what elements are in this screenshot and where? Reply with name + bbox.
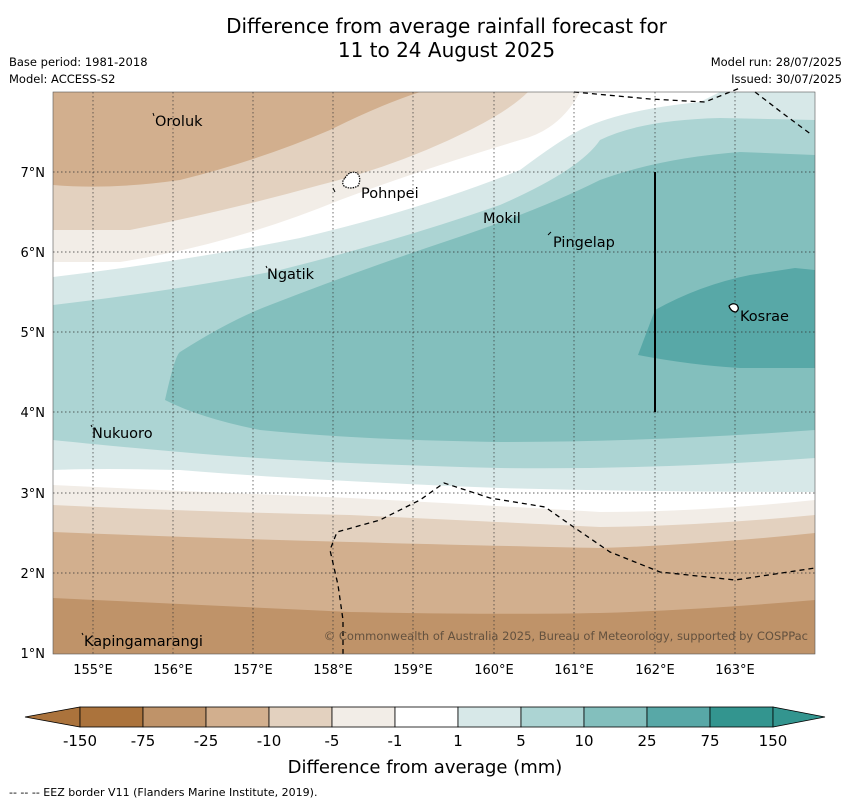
lon-tick-label: 157°E (233, 663, 273, 678)
lat-tick-label: 3°N (21, 487, 46, 502)
colorbar-segment (709, 706, 774, 728)
lat-axis: 7°N 6°N 5°N 4°N 3°N 2°N 1°N (21, 166, 46, 662)
chart-title: Difference from average rainfall forecas… (0, 14, 850, 62)
colorbar-tick-label: 5 (516, 732, 526, 750)
eez-borders (329, 87, 816, 654)
lon-tick-label: 156°E (153, 663, 193, 678)
colorbar-tick-label: -5 (325, 732, 340, 750)
contour-wet-high (638, 268, 815, 368)
colorbar-segment (331, 706, 396, 728)
contour-north-medium (53, 92, 420, 187)
contour-wet-medium (165, 152, 815, 442)
colorbar-segment (583, 706, 648, 728)
title-line-1: Difference from average rainfall forecas… (226, 14, 667, 38)
contour-south-dark (53, 598, 815, 654)
colorbar-arrow-left (24, 706, 81, 728)
gridlines (53, 92, 815, 654)
lat-tick-label: 1°N (21, 647, 46, 662)
colorbar-segment (520, 706, 585, 728)
lon-tick-label: 155°E (73, 663, 113, 678)
colorbar-tick-label: -150 (63, 732, 97, 750)
lon-axis: 155°E 156°E 157°E 158°E 159°E 160°E 161°… (73, 663, 755, 678)
lon-tick-label: 158°E (313, 663, 353, 678)
colorbar-segment (646, 706, 711, 728)
colorbar-tick-label: -75 (131, 732, 156, 750)
colorbar-ticks: -150 -75 -25 -10 -5 -1 1 5 10 25 75 150 (63, 732, 787, 750)
label-pohnpei: Pohnpei (361, 186, 419, 202)
lon-tick-label: 161°E (554, 663, 594, 678)
colorbar-segment (142, 706, 207, 728)
colorbar-tick-label: -1 (388, 732, 403, 750)
meta-right: Model run: 28/07/2025 Issued: 30/07/2025 (711, 54, 842, 88)
lat-tick-label: 5°N (21, 326, 46, 341)
copyright-text: © Commonwealth of Australia 2025, Bureau… (324, 629, 808, 643)
label-pingelap: Pingelap (553, 235, 615, 251)
lon-tick-label: 162°E (635, 663, 675, 678)
colorbar-segment (205, 706, 270, 728)
kosrae-island (728, 303, 739, 313)
lat-tick-label: 2°N (21, 567, 46, 582)
footer-legend: -- -- -- EEZ border V11 (Flanders Marine… (9, 786, 318, 799)
pohnpei-marker (332, 187, 336, 193)
colorbar-tick-label: -10 (257, 732, 282, 750)
meta-left: Base period: 1981-2018 Model: ACCESS-S2 (9, 54, 148, 88)
colorbar-segment (268, 706, 333, 728)
colorbar-tick-label: 75 (700, 732, 719, 750)
colorbar-tick-label: -25 (194, 732, 219, 750)
label-kapingamarangi: Kapingamarangi (84, 634, 203, 650)
pohnpei-island (342, 171, 361, 189)
island-labels: Oroluk Pohnpei Mokil Pingelap Ngatik Kos… (84, 114, 789, 650)
model-name: Model: ACCESS-S2 (9, 72, 116, 86)
colorbar-segment (79, 706, 144, 728)
lat-tick-label: 7°N (21, 166, 46, 181)
colorbar-tick-label: 10 (574, 732, 593, 750)
rainfall-contours (53, 92, 815, 654)
map-frame (52, 91, 816, 655)
label-ngatik: Ngatik (267, 267, 315, 283)
issued-date: Issued: 30/07/2025 (731, 72, 842, 86)
label-oroluk: Oroluk (155, 114, 203, 130)
colorbar-tick-label: 25 (637, 732, 656, 750)
colorbar-title: Difference from average (mm) (288, 757, 563, 778)
colorbar-tick-label: 1 (453, 732, 463, 750)
base-period: Base period: 1981-2018 (9, 55, 148, 69)
lon-tick-label: 159°E (393, 663, 433, 678)
colorbar-segment (394, 706, 459, 728)
lon-tick-label: 163°E (715, 663, 755, 678)
colorbar-arrow-right (772, 706, 826, 728)
model-run: Model run: 28/07/2025 (710, 55, 842, 69)
title-line-2: 11 to 24 August 2025 (337, 38, 556, 62)
colorbar-segment (457, 706, 522, 728)
colorbar-tick-label: 150 (759, 732, 788, 750)
label-mokil: Mokil (483, 211, 521, 227)
colorbar (24, 706, 826, 728)
label-kosrae: Kosrae (740, 309, 789, 325)
lat-tick-label: 4°N (21, 406, 46, 421)
lat-tick-label: 6°N (21, 246, 46, 261)
island-dots (81, 112, 552, 636)
lon-tick-label: 160°E (474, 663, 514, 678)
label-nukuoro: Nukuoro (92, 426, 153, 442)
